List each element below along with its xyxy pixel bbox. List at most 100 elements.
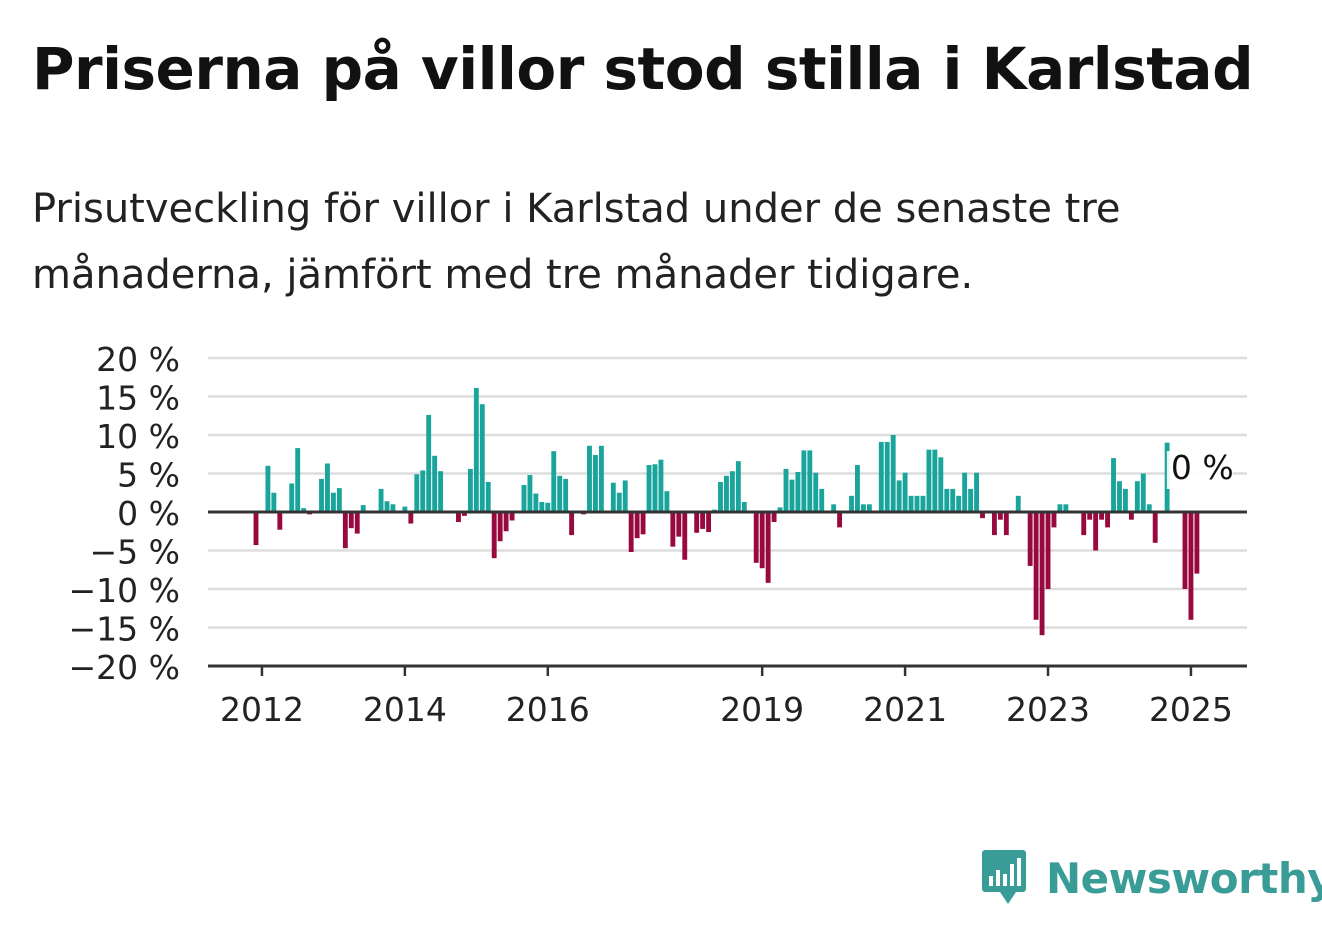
bar	[920, 495, 926, 512]
bar	[849, 495, 854, 512]
axes	[208, 510, 1247, 676]
bar	[771, 512, 777, 523]
x-tick-label: 2014	[363, 690, 447, 729]
x-tick-label: 2021	[863, 690, 947, 729]
bar	[860, 504, 866, 512]
bar	[610, 482, 616, 512]
bar	[461, 512, 467, 516]
bar	[1081, 512, 1087, 536]
bar	[1117, 481, 1122, 512]
bar	[277, 512, 283, 530]
bar	[837, 512, 843, 528]
bar	[598, 445, 604, 512]
newsworthy-logo-icon	[982, 850, 1026, 904]
bar	[991, 512, 997, 536]
bar	[932, 449, 938, 512]
bar	[884, 441, 890, 512]
bar	[718, 481, 723, 512]
bar	[509, 512, 515, 521]
bar	[741, 501, 747, 512]
bar	[319, 478, 324, 512]
bar	[926, 449, 932, 512]
bar	[640, 512, 646, 535]
bar	[360, 505, 366, 512]
bar	[1087, 512, 1093, 520]
bar	[724, 475, 729, 512]
bar	[950, 488, 956, 512]
bar	[1039, 512, 1045, 636]
bar	[700, 512, 706, 529]
bar	[485, 481, 491, 512]
bar	[1099, 512, 1105, 520]
bar	[962, 472, 968, 512]
bar	[587, 445, 592, 512]
x-tick-label: 2025	[1149, 690, 1233, 729]
bar	[807, 450, 813, 512]
bar	[384, 501, 390, 512]
bar	[533, 493, 539, 512]
bar	[706, 512, 712, 533]
bar	[819, 488, 825, 512]
bar	[1182, 512, 1188, 589]
bar	[801, 450, 807, 512]
bar	[759, 512, 765, 569]
bar	[420, 470, 426, 512]
bar	[295, 448, 301, 512]
bar	[1194, 512, 1200, 574]
bar	[1003, 512, 1009, 536]
bar	[866, 504, 872, 512]
bar	[325, 463, 330, 512]
bar	[729, 471, 735, 512]
bar	[980, 512, 985, 519]
y-tick-label: 5 %	[117, 456, 180, 495]
bar	[658, 459, 664, 512]
bar	[1146, 504, 1152, 512]
bar	[831, 504, 837, 512]
bar	[348, 512, 354, 529]
bar	[634, 512, 640, 539]
bar	[652, 464, 658, 512]
x-tick-label: 2023	[1006, 690, 1090, 729]
bar	[521, 485, 527, 512]
bar	[402, 506, 408, 512]
bar	[342, 512, 348, 549]
bar	[479, 404, 485, 512]
y-tick-label: −10 %	[69, 571, 181, 610]
bar-chart: 20 %15 %10 %5 %0 %−5 %−10 %−15 %−20 %201…	[69, 340, 1247, 729]
y-tick-label: 15 %	[96, 379, 180, 418]
bar	[1015, 495, 1021, 512]
bar	[902, 472, 908, 512]
bar	[491, 512, 497, 559]
bar	[1093, 512, 1099, 551]
bar	[301, 508, 307, 512]
bar	[974, 472, 979, 512]
bar	[795, 471, 801, 512]
bar	[503, 512, 509, 532]
bar	[694, 512, 700, 533]
gridlines	[208, 356, 1247, 629]
bar	[968, 488, 974, 512]
bar	[855, 465, 860, 512]
bar	[1128, 512, 1134, 520]
bar	[456, 512, 461, 523]
bar	[330, 492, 336, 512]
bar	[670, 512, 676, 547]
bar	[1122, 488, 1128, 512]
bar	[426, 414, 432, 512]
bar	[414, 474, 420, 512]
bar	[378, 488, 384, 512]
bar	[271, 492, 277, 512]
bar	[545, 502, 551, 512]
x-tick-label: 2016	[506, 690, 590, 729]
bar	[914, 495, 920, 512]
bar	[944, 488, 950, 512]
chart-subtitle: Prisutveckling för villor i Karlstad und…	[32, 186, 1121, 298]
bar	[628, 512, 634, 553]
bar	[813, 472, 819, 512]
bar	[569, 512, 575, 536]
bar	[592, 455, 598, 512]
bar	[997, 512, 1003, 520]
bar	[336, 488, 342, 512]
y-tick-label: 20 %	[96, 340, 180, 379]
tick-labels: 20 %15 %10 %5 %0 %−5 %−10 %−15 %−20 %201…	[69, 340, 1234, 729]
